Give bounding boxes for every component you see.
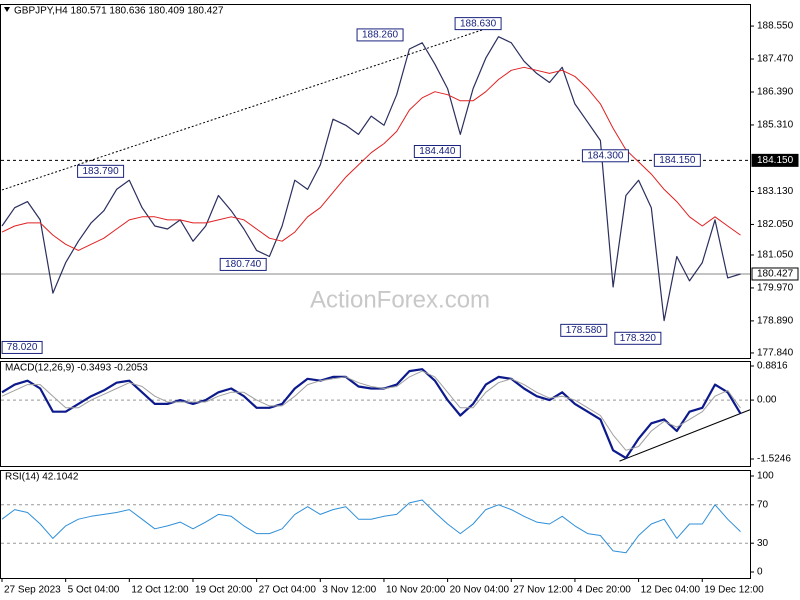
- x-tick-label: 12 Dec 04:00: [641, 585, 701, 596]
- price-annotation-box: [77, 164, 125, 178]
- price-annotation: 184.150: [659, 155, 696, 166]
- y-tick-label: 181.050: [757, 250, 794, 261]
- series-line: [1, 370, 741, 451]
- price-annotation-box: [581, 149, 629, 163]
- level-label-box: [751, 153, 799, 167]
- price-annotation-box: [413, 145, 461, 159]
- x-tick-label: 27 Nov 12:00: [513, 585, 573, 596]
- y-tick-label: 178.890: [757, 316, 794, 327]
- price-annotation-box: [1, 340, 43, 354]
- panel-title: RSI(14) 42.1042: [5, 472, 79, 483]
- y-tick-label: 30: [757, 538, 769, 549]
- panel-frame: [0, 470, 751, 579]
- y-tick-label: 179.970: [757, 283, 794, 294]
- x-tick-label: 19 Oct 20:00: [195, 585, 253, 596]
- x-tick-label: 27 Oct 04:00: [259, 585, 317, 596]
- x-tick-label: 3 Nov 12:00: [322, 585, 376, 596]
- series-line: [1, 368, 742, 460]
- price-annotation: 188.630: [460, 18, 497, 29]
- panel-frame: [0, 4, 751, 359]
- price-annotation: 78.020: [7, 342, 38, 353]
- x-tick-label: 20 Nov 04:00: [450, 585, 510, 596]
- y-tick-label: 177.840: [757, 348, 794, 359]
- price-annotation: 180.740: [225, 259, 262, 270]
- y-tick-label: 100: [757, 471, 774, 482]
- x-tick-label: 27 Sep 2023: [4, 585, 61, 596]
- price-annotation-box: [454, 17, 502, 31]
- y-tick-label: 188.550: [757, 21, 794, 32]
- y-tick-label: 70: [757, 499, 769, 510]
- y-tick-label: 186.390: [757, 87, 794, 98]
- price-annotation-box: [560, 323, 608, 337]
- level-label: 184.150: [757, 155, 794, 166]
- y-tick-label: 187.470: [757, 54, 794, 65]
- price-annotation: 178.320: [620, 333, 657, 344]
- panel-title: MACD(12,26,9) -0.3493 -0.2053: [5, 363, 148, 374]
- price-annotation: 183.790: [83, 166, 120, 177]
- x-tick-label: 12 Oct 12:00: [131, 585, 189, 596]
- y-tick-label: 0.8816: [757, 361, 788, 372]
- y-tick-label: 182.050: [757, 219, 794, 230]
- panel-title: GBPJPY,H4 180.571 180.636 180.409 180.42…: [14, 6, 224, 17]
- level-label: 180.427: [757, 269, 794, 280]
- series-line: [1, 499, 741, 554]
- x-tick-label: 10 Nov 20:00: [386, 585, 446, 596]
- x-tick-label: 4 Dec 20:00: [577, 585, 631, 596]
- y-tick-label: 185.310: [757, 120, 794, 131]
- y-tick-label: 183.130: [757, 186, 794, 197]
- panel-toggle-icon: [4, 7, 10, 12]
- y-tick-label: 0: [757, 567, 763, 578]
- watermark: ActionForex.com: [310, 286, 490, 313]
- level-label-box: [751, 267, 799, 281]
- trend-line: [619, 409, 751, 462]
- price-annotation-box: [614, 331, 662, 345]
- price-annotation-box: [356, 28, 404, 42]
- price-annotation-box: [219, 257, 267, 271]
- y-tick-label: -1.5246: [757, 454, 791, 465]
- price-annotation-box: [653, 153, 701, 167]
- x-tick-label: 5 Oct 04:00: [68, 585, 120, 596]
- x-tick-label: 19 Dec 12:00: [704, 585, 764, 596]
- series-line: [1, 66, 741, 251]
- panel-frame: [0, 361, 751, 467]
- price-annotation: 184.300: [587, 150, 624, 161]
- price-annotation: 184.440: [419, 146, 456, 157]
- y-tick-label: 0.00: [757, 395, 777, 406]
- series-line: [1, 36, 741, 322]
- price-annotation: 178.580: [566, 325, 603, 336]
- price-annotation: 188.260: [362, 30, 399, 41]
